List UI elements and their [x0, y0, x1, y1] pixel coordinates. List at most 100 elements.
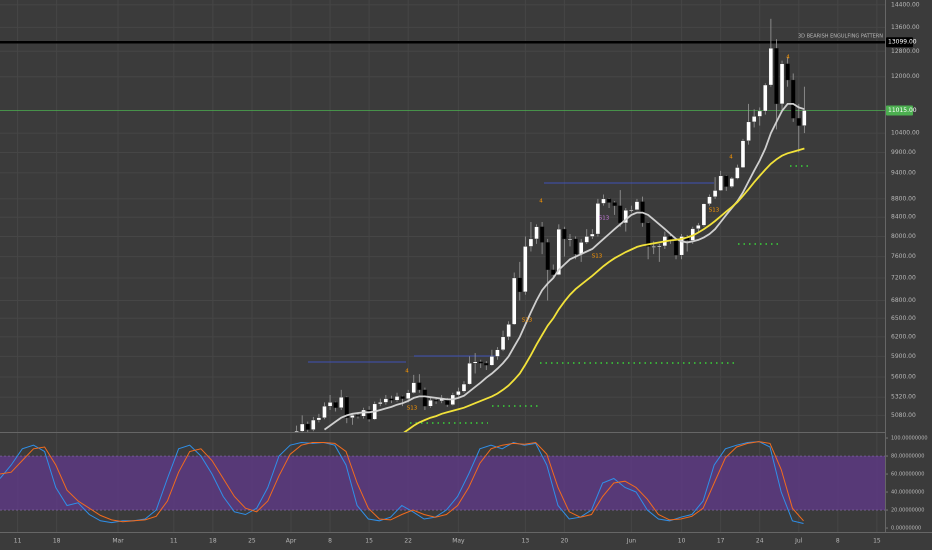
x-tick-label: 24 — [756, 538, 764, 545]
y-tick-label: 7200.00 — [891, 274, 916, 281]
y-tick-label: 9900.00 — [891, 149, 916, 156]
y-tick-label: 0.00000000 — [891, 526, 921, 532]
td-marker: S13 — [709, 208, 720, 214]
y-tick-label: 5900.00 — [891, 353, 916, 360]
indicator-lines — [308, 165, 812, 424]
candle-body — [612, 202, 617, 206]
candle-body — [383, 398, 389, 403]
candle-body — [461, 383, 467, 392]
y-tick-label: 100.00000000 — [891, 436, 928, 442]
candle-body — [645, 222, 651, 247]
candle-body — [300, 423, 305, 432]
candle-body — [735, 167, 740, 179]
candle-body — [484, 362, 489, 366]
candle-body — [545, 242, 550, 270]
candle-body — [333, 402, 338, 408]
candle-body — [696, 225, 701, 229]
y-tick-label: 5080.00 — [891, 412, 916, 419]
candle-body — [724, 175, 729, 187]
candle-body — [595, 203, 601, 235]
y-tick-label: 8400.00 — [891, 214, 916, 221]
candle-body — [791, 79, 796, 119]
candle-body — [573, 238, 578, 255]
stoch-line — [0, 441, 804, 523]
candle-body — [422, 389, 428, 407]
x-tick-label: Jul — [794, 538, 803, 545]
candle-body — [740, 140, 746, 168]
candle-body — [712, 190, 718, 197]
x-tick-label: 15 — [365, 538, 373, 545]
td-marker: S13 — [599, 216, 610, 222]
td-marker: S13 — [592, 254, 603, 260]
candle-body — [768, 48, 774, 86]
x-tick-label: Jun — [626, 538, 637, 545]
y-tick-label: 80.00000000 — [891, 454, 924, 460]
candle-body — [551, 269, 556, 275]
price-level-tag — [886, 37, 913, 48]
price-level-label: 11015.00 — [888, 107, 917, 114]
candle-body — [500, 336, 506, 350]
candle-body — [562, 228, 567, 240]
candle-body — [528, 238, 534, 247]
candle-body — [701, 203, 707, 226]
candle-body — [657, 245, 662, 248]
td-marker: S13 — [522, 318, 533, 324]
y-tick-label: 8800.00 — [891, 195, 916, 202]
candle-body — [322, 406, 327, 418]
candle-body — [707, 196, 712, 205]
moving-average — [323, 103, 805, 431]
axes: 14400.00 13600.00 12800.00 12000.00 10400.00… — [14, 1, 928, 544]
candle-body — [400, 396, 405, 399]
candle-body — [785, 63, 790, 81]
y-tick-label: 6800.00 — [891, 297, 916, 304]
candle-body — [567, 238, 573, 241]
price-level-tag — [886, 105, 913, 116]
x-tick-label: 18 — [209, 538, 217, 545]
pattern-annotation: 3D BEARISH ENGULFING PATTERN — [798, 34, 883, 40]
y-tick-label: 6200.00 — [891, 333, 916, 340]
candle-body — [467, 362, 472, 385]
candle-body — [512, 277, 517, 325]
x-tick-label: 8 — [328, 538, 332, 545]
candle-body — [774, 48, 779, 105]
candle-body — [316, 417, 322, 421]
x-tick-label: 11 — [14, 538, 22, 545]
td-marker: S13 — [407, 406, 418, 412]
candle-body — [651, 246, 656, 248]
candle-body — [523, 246, 528, 293]
candle-body — [366, 409, 372, 420]
candle-body — [517, 277, 522, 293]
candle-body — [456, 391, 461, 396]
grid — [0, 0, 885, 532]
candle-body — [796, 118, 801, 126]
candle-body — [355, 415, 361, 417]
y-tick-label: 6500.00 — [891, 315, 916, 322]
candle-body — [556, 228, 561, 275]
candle-body — [634, 201, 640, 210]
y-tick-label: 10400.00 — [891, 130, 920, 137]
candle-body — [802, 110, 807, 126]
candle-body — [601, 198, 606, 204]
td-marker: 4 — [786, 55, 790, 61]
candle-body — [506, 324, 511, 338]
stochastic-panel — [0, 437, 888, 529]
candle-body — [779, 63, 785, 105]
y-tick-label: 9400.00 — [891, 169, 916, 176]
y-tick-label: 8000.00 — [891, 233, 916, 240]
x-tick-label: 15 — [873, 538, 881, 545]
x-tick-label: 18 — [53, 538, 61, 545]
x-tick-label: May — [452, 538, 465, 545]
candle-body — [417, 382, 422, 390]
candle-body — [305, 423, 310, 430]
candle-body — [584, 236, 589, 243]
candle-body — [311, 419, 316, 430]
candle-body — [339, 397, 344, 408]
candle-body — [590, 233, 595, 237]
x-tick-label: 20 — [561, 538, 569, 545]
candle-body — [294, 431, 299, 432]
candle-body — [579, 242, 584, 255]
x-tick-label: 11 — [170, 538, 178, 545]
candle-body — [495, 349, 500, 357]
y-tick-label: 14400.00 — [891, 1, 920, 8]
candle-body — [478, 361, 483, 364]
